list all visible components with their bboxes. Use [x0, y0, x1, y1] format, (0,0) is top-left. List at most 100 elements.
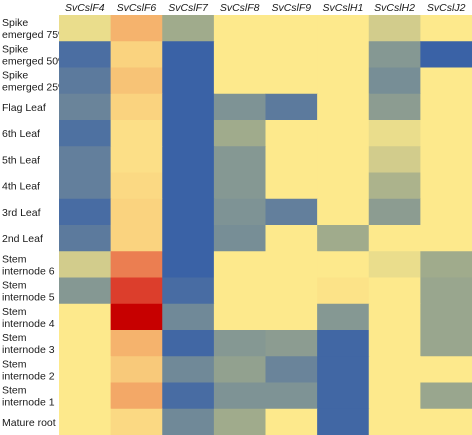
heatmap-cell — [110, 146, 163, 174]
heatmap-cell — [59, 67, 112, 95]
heatmap-cell — [110, 277, 163, 305]
heatmap-cell — [59, 41, 112, 69]
heatmap-cell — [59, 93, 112, 121]
heatmap-cell — [265, 93, 318, 121]
heatmap-cell — [368, 146, 421, 174]
heatmap-cell — [162, 225, 215, 252]
heatmap-cell — [265, 15, 318, 42]
heatmap-cell — [59, 356, 112, 384]
heatmap-cell — [420, 120, 472, 147]
heatmap-cell — [110, 225, 163, 252]
heatmap-cell — [265, 330, 318, 357]
row-labels: Spike emerged 75%Spike emerged 50% Spike eme… — [2, 17, 67, 429]
heatmap-cell — [162, 93, 215, 121]
heatmap-cell — [317, 15, 370, 42]
heatmap-cell — [265, 277, 318, 305]
row-label: Spike emerged 25% — [2, 70, 67, 94]
heatmap-cell — [213, 303, 267, 331]
row-label: Stem internode 3 — [2, 332, 55, 356]
column-label: SvCslF6 — [117, 2, 157, 14]
heatmap-cell — [110, 15, 163, 42]
heatmap-cell — [420, 15, 472, 42]
heatmap-cell — [59, 225, 112, 252]
row-label: 4th Leaf — [2, 181, 40, 193]
heatmap-cell — [59, 146, 112, 174]
row-label: Stem internode 6 — [2, 253, 55, 277]
heatmap-cell — [317, 303, 370, 331]
heatmap-cell — [317, 172, 370, 200]
heatmap-cell — [110, 198, 163, 226]
heatmap-cell — [420, 198, 472, 226]
heatmap-cell — [213, 120, 267, 147]
heatmap-cell — [213, 408, 267, 435]
heatmap-cell — [213, 356, 267, 384]
heatmap-cell — [162, 172, 215, 200]
row-label: 6th Leaf — [2, 128, 40, 140]
heatmap-cell — [265, 251, 318, 279]
heatmap-cell — [110, 41, 163, 69]
heatmap-cell — [110, 93, 163, 121]
heatmap-cell — [162, 198, 215, 226]
heatmap-cell — [265, 408, 318, 435]
heatmap-cell — [368, 120, 421, 147]
column-label: SvCslF9 — [271, 2, 311, 14]
heatmap-cell — [420, 277, 472, 305]
heatmap-cell — [59, 198, 112, 226]
heatmap-cell — [162, 408, 215, 435]
heatmap-cell — [213, 330, 267, 357]
heatmap-cell — [213, 251, 267, 279]
heatmap-cell — [317, 356, 370, 384]
heatmap-cell — [317, 146, 370, 174]
heatmap-cell — [317, 408, 370, 435]
heatmap-cell — [162, 120, 215, 147]
heatmap-cell — [265, 120, 318, 147]
heatmap-cell — [317, 67, 370, 95]
heatmap-cell — [59, 408, 112, 435]
heatmap-cell — [59, 120, 112, 147]
row-label: Stem internode 4 — [2, 306, 55, 330]
heatmap-cell — [420, 382, 472, 410]
heatmap-cell — [265, 225, 318, 252]
heatmap-cell — [420, 225, 472, 252]
heatmap-cell — [213, 382, 267, 410]
heatmap-cell — [265, 356, 318, 384]
heatmap-cell — [317, 93, 370, 121]
heatmap-cell — [420, 41, 472, 69]
column-label: SvCslJ2 — [427, 2, 466, 14]
heatmap-cell — [213, 15, 267, 42]
heatmap-cell — [110, 303, 163, 331]
row-label: 5th Leaf — [2, 154, 40, 166]
heatmap-cell — [420, 172, 472, 200]
column-label: SvCslF7 — [168, 2, 209, 14]
row-label: Stem internode 2 — [2, 358, 55, 382]
heatmap-cell — [213, 67, 267, 95]
heatmap-cell — [317, 277, 370, 305]
heatmap-cell — [420, 251, 472, 279]
heatmap-cell — [265, 382, 318, 410]
column-label: SvCslH2 — [374, 2, 415, 14]
heatmap-cell — [317, 251, 370, 279]
heatmap-cell — [110, 356, 163, 384]
row-label: Stem internode 1 — [2, 385, 55, 409]
heatmap-cell — [162, 330, 215, 357]
row-label: 2nd Leaf — [2, 233, 43, 245]
heatmap-cell — [213, 225, 267, 252]
column-label: SvCslF4 — [65, 2, 105, 14]
heatmap-cell — [110, 330, 163, 357]
heatmap-cell — [213, 41, 267, 69]
row-label: Spike emerged 75% — [2, 17, 67, 41]
heatmap-cell — [110, 382, 163, 410]
heatmap-cell — [162, 356, 215, 384]
heatmap-cell — [317, 198, 370, 226]
heatmap-cell — [59, 303, 112, 331]
heatmap-cell — [59, 172, 112, 200]
heatmap-cell — [368, 67, 421, 95]
heatmap-cell — [59, 15, 112, 42]
heatmap-cell — [368, 356, 421, 384]
column-label: SvCslH1 — [323, 2, 364, 14]
row-label: Mature root — [2, 417, 56, 429]
heatmap-cell — [213, 93, 267, 121]
heatmap-cell — [420, 67, 472, 95]
heatmap-cell — [317, 225, 370, 252]
